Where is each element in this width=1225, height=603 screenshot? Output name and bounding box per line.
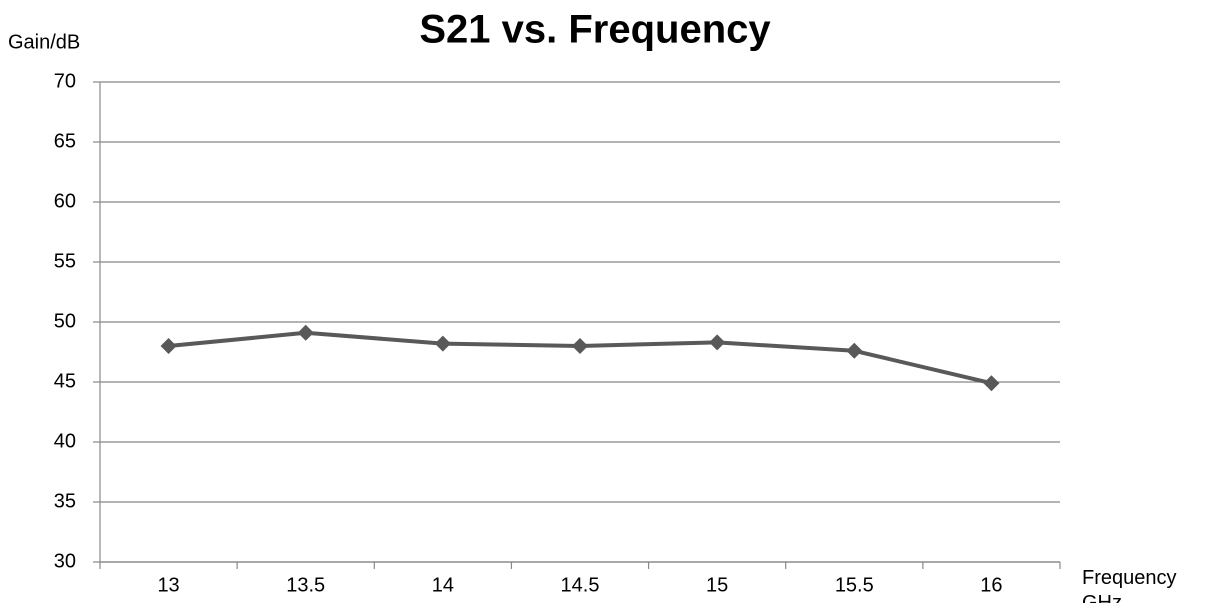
x-tick-label: 15: [706, 574, 728, 596]
marker: [297, 324, 314, 341]
y-tick-label: 50: [54, 310, 76, 332]
y-tick-label: 60: [54, 190, 76, 212]
x-axis-label: Frequency GHz: [1082, 567, 1177, 603]
y-tick-label: 30: [54, 550, 76, 572]
marker: [983, 375, 1000, 392]
x-tick-label: 15.5: [835, 574, 874, 596]
x-tick-label: 16: [980, 574, 1002, 596]
marker: [846, 342, 863, 359]
y-axis-label: Gain/dB: [8, 31, 80, 53]
y-tick-label: 55: [54, 250, 76, 272]
chart-title: S21 vs. Frequency: [419, 8, 771, 52]
x-tick-label: 14.5: [561, 574, 600, 596]
marker: [709, 334, 726, 351]
marker: [434, 335, 451, 352]
y-tick-label: 35: [54, 490, 76, 512]
y-tick-label: 70: [54, 70, 76, 92]
x-tick-label: 14: [432, 574, 454, 596]
marker: [572, 338, 588, 354]
y-tick-label: 45: [54, 370, 76, 392]
y-tick-label: 40: [54, 430, 76, 452]
y-tick-label: 65: [54, 130, 76, 152]
marker: [160, 338, 177, 354]
x-tick-label: 13: [157, 574, 179, 596]
x-tick-label: 13.5: [286, 574, 325, 596]
